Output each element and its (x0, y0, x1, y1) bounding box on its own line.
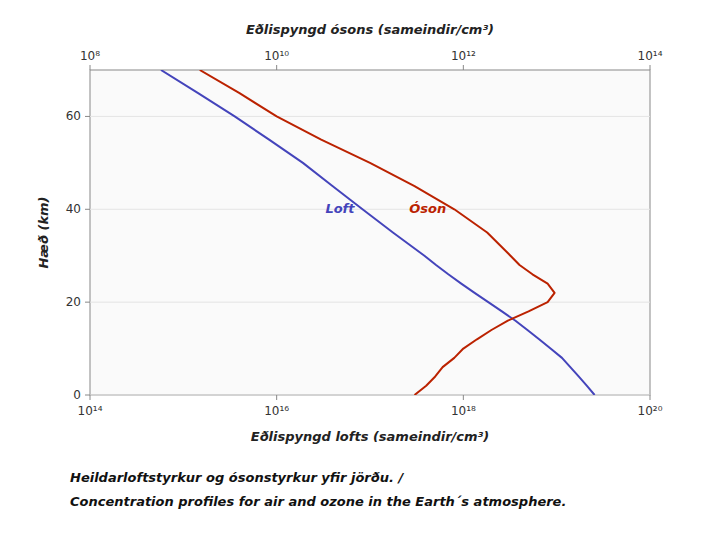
curve-label: Óson (409, 201, 446, 216)
tick-label: 10¹⁴ (78, 404, 103, 418)
tick-mark (85, 209, 90, 210)
tick-label: 0 (73, 388, 81, 402)
grid-line (90, 395, 650, 396)
tick-label: 40 (66, 202, 81, 216)
subtitle: Concentration profiles for air and ozone… (70, 494, 566, 509)
line-series (200, 70, 555, 395)
tick-mark (276, 65, 277, 70)
tick-mark (90, 65, 91, 70)
tick-mark (90, 395, 91, 400)
line-series (161, 70, 595, 395)
tick-mark (85, 116, 90, 117)
chart: 0 20 40 60 10¹⁴ 10¹⁶ 10¹⁸ 10²⁰ 10⁸ 10¹⁰ 10¹² 10¹⁴ Eð… (0, 0, 720, 540)
tick-mark (650, 65, 651, 70)
tick-mark (463, 65, 464, 70)
tick-label: 10¹⁶ (264, 404, 289, 418)
grid-line (90, 209, 650, 210)
tick-mark (463, 395, 464, 400)
plot-frame (90, 70, 650, 395)
plot-area (161, 70, 595, 395)
tick-label: 10¹⁰ (264, 49, 289, 63)
tick-mark (85, 302, 90, 303)
tick-mark (276, 395, 277, 400)
curve-label: Loft (325, 201, 355, 216)
title: Heildarloftstyrkur og ósonstyrkur yfir j… (70, 470, 404, 485)
tick-mark (650, 395, 651, 400)
tick-label: 20 (66, 295, 81, 309)
tick-label: 10¹⁴ (638, 49, 663, 63)
tick-label: 10⁸ (80, 49, 100, 63)
tick-label: 10²⁰ (638, 404, 663, 418)
tick-mark (85, 395, 90, 396)
grid-line (90, 302, 650, 303)
x2-axis-label: Eðlispyngd ósons (sameindir/cm³) (246, 22, 494, 37)
tick-label: 10¹⁸ (451, 404, 476, 418)
y-axis-label: Hæð (km) (36, 196, 51, 268)
tick-label: 60 (66, 109, 81, 123)
grid-line (90, 116, 650, 117)
x-axis-label: Eðlispyngd lofts (sameindir/cm³) (251, 429, 490, 444)
tick-label: 10¹² (451, 49, 476, 63)
